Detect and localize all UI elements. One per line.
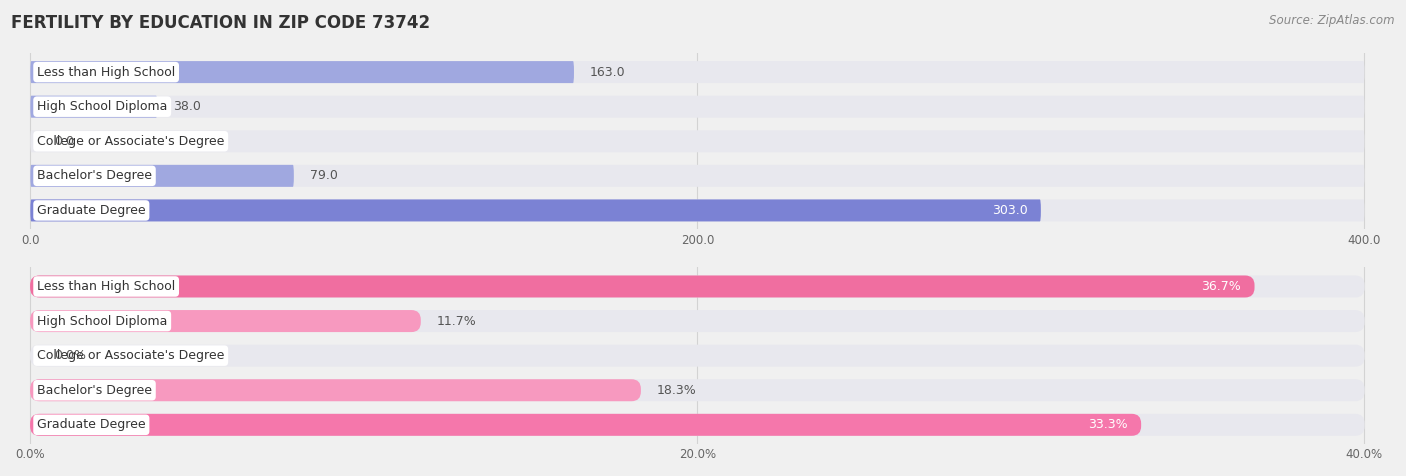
FancyBboxPatch shape bbox=[31, 130, 1364, 152]
Text: Bachelor's Degree: Bachelor's Degree bbox=[37, 384, 152, 397]
Text: High School Diploma: High School Diploma bbox=[37, 100, 167, 113]
FancyBboxPatch shape bbox=[31, 61, 574, 83]
FancyBboxPatch shape bbox=[30, 414, 1365, 436]
Text: 33.3%: 33.3% bbox=[1088, 418, 1128, 431]
Text: 38.0: 38.0 bbox=[173, 100, 201, 113]
Text: 79.0: 79.0 bbox=[309, 169, 337, 182]
FancyBboxPatch shape bbox=[31, 61, 1364, 83]
Text: 0.0: 0.0 bbox=[55, 135, 75, 148]
Text: College or Associate's Degree: College or Associate's Degree bbox=[37, 349, 225, 362]
Text: 11.7%: 11.7% bbox=[436, 315, 477, 327]
Text: High School Diploma: High School Diploma bbox=[37, 315, 167, 327]
Text: 163.0: 163.0 bbox=[591, 66, 626, 79]
FancyBboxPatch shape bbox=[30, 310, 420, 332]
Text: FERTILITY BY EDUCATION IN ZIP CODE 73742: FERTILITY BY EDUCATION IN ZIP CODE 73742 bbox=[11, 14, 430, 32]
Text: Graduate Degree: Graduate Degree bbox=[37, 418, 146, 431]
Text: Bachelor's Degree: Bachelor's Degree bbox=[37, 169, 152, 182]
FancyBboxPatch shape bbox=[30, 379, 1365, 401]
FancyBboxPatch shape bbox=[31, 96, 1364, 118]
FancyBboxPatch shape bbox=[31, 199, 1040, 221]
FancyBboxPatch shape bbox=[30, 310, 1365, 332]
Text: 18.3%: 18.3% bbox=[657, 384, 696, 397]
FancyBboxPatch shape bbox=[30, 276, 1254, 298]
FancyBboxPatch shape bbox=[31, 165, 1364, 187]
FancyBboxPatch shape bbox=[30, 414, 1142, 436]
FancyBboxPatch shape bbox=[31, 96, 157, 118]
FancyBboxPatch shape bbox=[30, 345, 1365, 367]
Text: 36.7%: 36.7% bbox=[1201, 280, 1241, 293]
Text: Source: ZipAtlas.com: Source: ZipAtlas.com bbox=[1270, 14, 1395, 27]
FancyBboxPatch shape bbox=[30, 276, 1365, 298]
FancyBboxPatch shape bbox=[30, 379, 641, 401]
Text: Less than High School: Less than High School bbox=[37, 280, 176, 293]
FancyBboxPatch shape bbox=[31, 165, 294, 187]
Text: 0.0%: 0.0% bbox=[55, 349, 86, 362]
Text: Less than High School: Less than High School bbox=[37, 66, 176, 79]
FancyBboxPatch shape bbox=[31, 199, 1364, 221]
Text: Graduate Degree: Graduate Degree bbox=[37, 204, 146, 217]
Text: College or Associate's Degree: College or Associate's Degree bbox=[37, 135, 225, 148]
Text: 303.0: 303.0 bbox=[991, 204, 1028, 217]
